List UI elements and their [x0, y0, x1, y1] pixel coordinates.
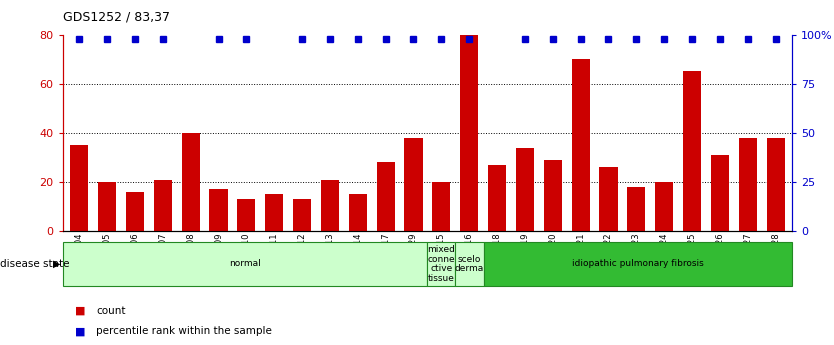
- Bar: [293, 199, 311, 231]
- Text: disease state: disease state: [0, 259, 69, 269]
- Bar: [683, 71, 701, 231]
- Bar: [656, 182, 673, 231]
- Text: normal: normal: [229, 259, 261, 268]
- Bar: [711, 155, 729, 231]
- Bar: [544, 160, 562, 231]
- Bar: [627, 187, 646, 231]
- Bar: [404, 138, 423, 231]
- Bar: [516, 148, 534, 231]
- Text: ■: ■: [75, 306, 86, 315]
- Bar: [209, 189, 228, 231]
- Bar: [265, 194, 284, 231]
- Text: scelo
derma: scelo derma: [455, 255, 485, 273]
- Text: count: count: [96, 306, 125, 315]
- Bar: [571, 59, 590, 231]
- Bar: [455, 241, 484, 286]
- Bar: [182, 133, 199, 231]
- Bar: [98, 182, 116, 231]
- Bar: [488, 165, 506, 231]
- Bar: [739, 138, 756, 231]
- Bar: [153, 179, 172, 231]
- Text: idiopathic pulmonary fibrosis: idiopathic pulmonary fibrosis: [572, 259, 704, 268]
- Text: percentile rank within the sample: percentile rank within the sample: [96, 326, 272, 336]
- Bar: [377, 162, 394, 231]
- Bar: [126, 192, 144, 231]
- Bar: [238, 199, 255, 231]
- Bar: [63, 241, 427, 286]
- Bar: [766, 138, 785, 231]
- Text: ■: ■: [75, 326, 86, 336]
- Text: mixed
conne
ctive
tissue: mixed conne ctive tissue: [428, 245, 455, 283]
- Text: ▶: ▶: [53, 259, 60, 269]
- Bar: [460, 34, 478, 231]
- Bar: [427, 241, 455, 286]
- Bar: [70, 145, 88, 231]
- Bar: [432, 182, 450, 231]
- Bar: [321, 179, 339, 231]
- Bar: [600, 167, 617, 231]
- Text: GDS1252 / 83,37: GDS1252 / 83,37: [63, 10, 169, 23]
- Bar: [484, 241, 792, 286]
- Bar: [349, 194, 367, 231]
